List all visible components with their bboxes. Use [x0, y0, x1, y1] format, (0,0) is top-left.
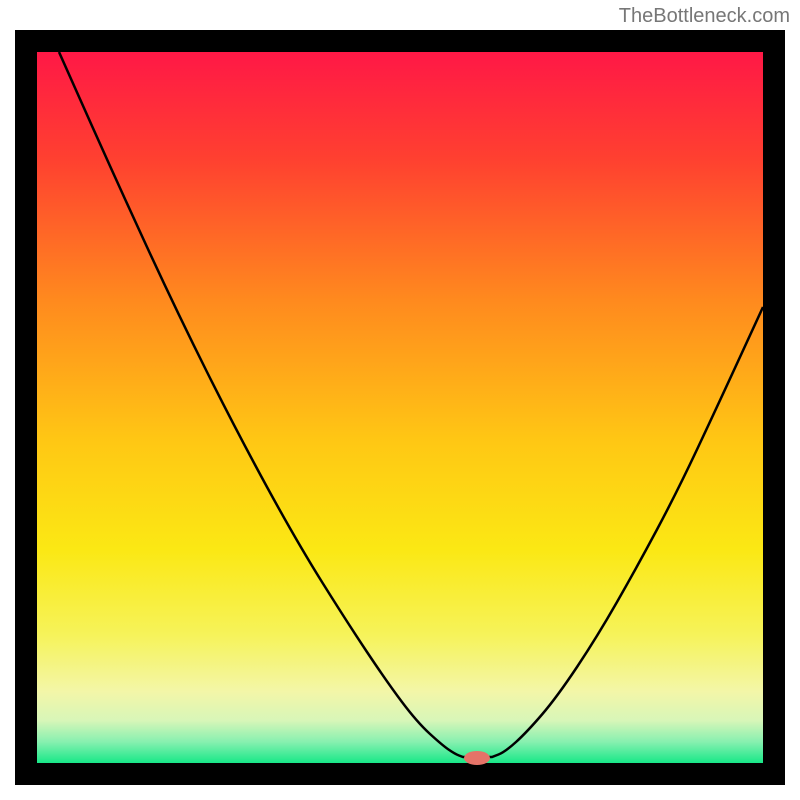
- optimal-marker: [464, 751, 490, 765]
- chart-gradient-background: [37, 52, 763, 763]
- watermark-text: TheBottleneck.com: [619, 5, 790, 28]
- bottleneck-chart: [0, 0, 785, 785]
- chart-container: TheBottleneck.com: [0, 0, 800, 800]
